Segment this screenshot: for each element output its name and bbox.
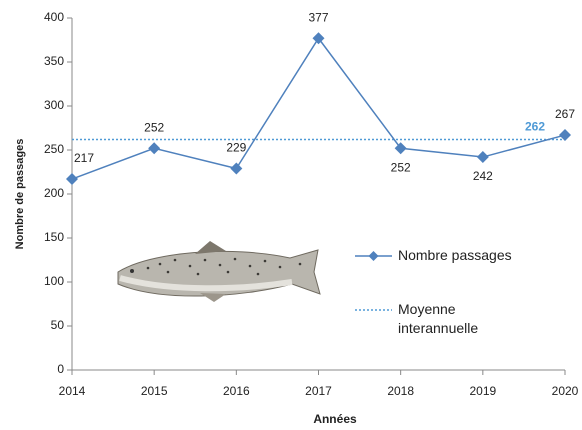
- data-point: [230, 162, 243, 175]
- data-point: [559, 129, 571, 142]
- data-label: 242: [473, 169, 493, 183]
- y-tick-label: 250: [44, 142, 64, 156]
- y-tick-label: 200: [44, 186, 64, 200]
- data-label: 267: [555, 107, 575, 121]
- y-tick-label: 150: [44, 230, 64, 244]
- data-label: 217: [74, 151, 94, 165]
- y-tick-label: 100: [44, 274, 64, 288]
- data-point: [394, 142, 407, 155]
- data-label: 377: [308, 10, 328, 24]
- x-tick-label: 2017: [305, 384, 332, 398]
- fish-illustration: [117, 241, 321, 302]
- x-tick-label: 2018: [387, 384, 414, 398]
- data-label: 229: [226, 141, 246, 155]
- legend-label: Moyenne interannuelle: [398, 301, 479, 336]
- y-tick-label: 0: [57, 362, 64, 376]
- x-tick-label: 2016: [223, 384, 250, 398]
- y-axis-title: Nombre de passages: [14, 139, 26, 250]
- data-label: 252: [144, 120, 164, 134]
- legend-label: Nombre passages: [398, 247, 512, 263]
- x-tick-label: 2020: [552, 384, 579, 398]
- x-tick-label: 2014: [59, 384, 86, 398]
- data-label: 252: [391, 160, 411, 174]
- x-tick-label: 2019: [469, 384, 496, 398]
- y-tick-label: 300: [44, 98, 64, 112]
- data-point: [312, 32, 325, 45]
- y-tick-label: 50: [51, 318, 65, 332]
- y-tick-label: 400: [44, 10, 64, 24]
- series-line: [71, 36, 566, 180]
- x-axis-title: Années: [313, 412, 357, 426]
- data-point: [66, 173, 78, 186]
- data-point: [476, 151, 489, 164]
- data-point: [148, 142, 161, 155]
- legend-marker: [368, 251, 379, 261]
- y-tick-label: 350: [44, 54, 64, 68]
- x-tick-label: 2015: [141, 384, 168, 398]
- reference-label: 262: [525, 120, 545, 134]
